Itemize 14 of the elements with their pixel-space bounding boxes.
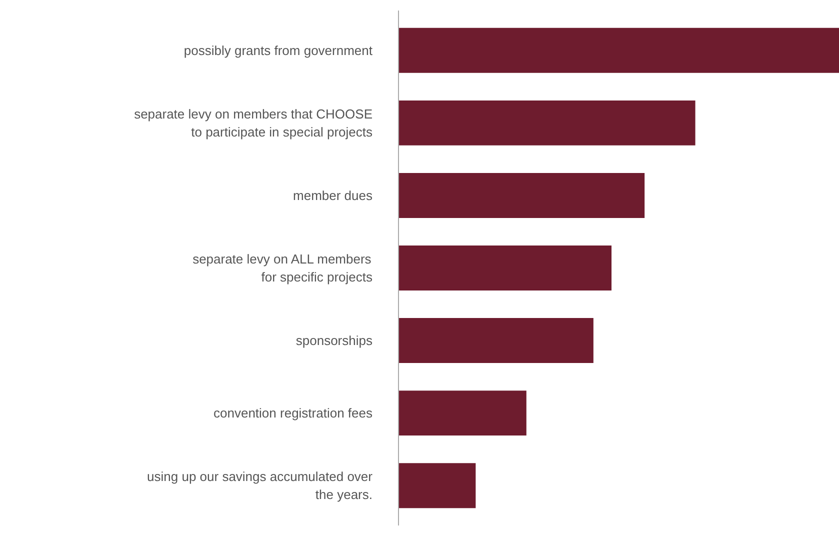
- bar: [398, 246, 612, 290]
- y-tick-label: sponsorships: [296, 333, 373, 348]
- y-tick-label: using up our savings accumulated over the years.: [147, 469, 374, 502]
- y-tick-label: separate levy on ALL members for specific projects: [192, 252, 373, 284]
- bar: [398, 318, 594, 364]
- bar: [398, 28, 839, 73]
- bar: [398, 390, 526, 436]
- y-tick-label: member dues: [293, 188, 373, 203]
- y-tick-label: separate levy on members that CHOOSE to participate in special projects: [134, 106, 373, 140]
- y-tick-label: possibly grants from government: [184, 42, 373, 58]
- y-tick-label: convention registration fees: [214, 406, 373, 421]
- bar: [398, 172, 645, 218]
- bar: [398, 463, 476, 508]
- bar: [398, 100, 696, 146]
